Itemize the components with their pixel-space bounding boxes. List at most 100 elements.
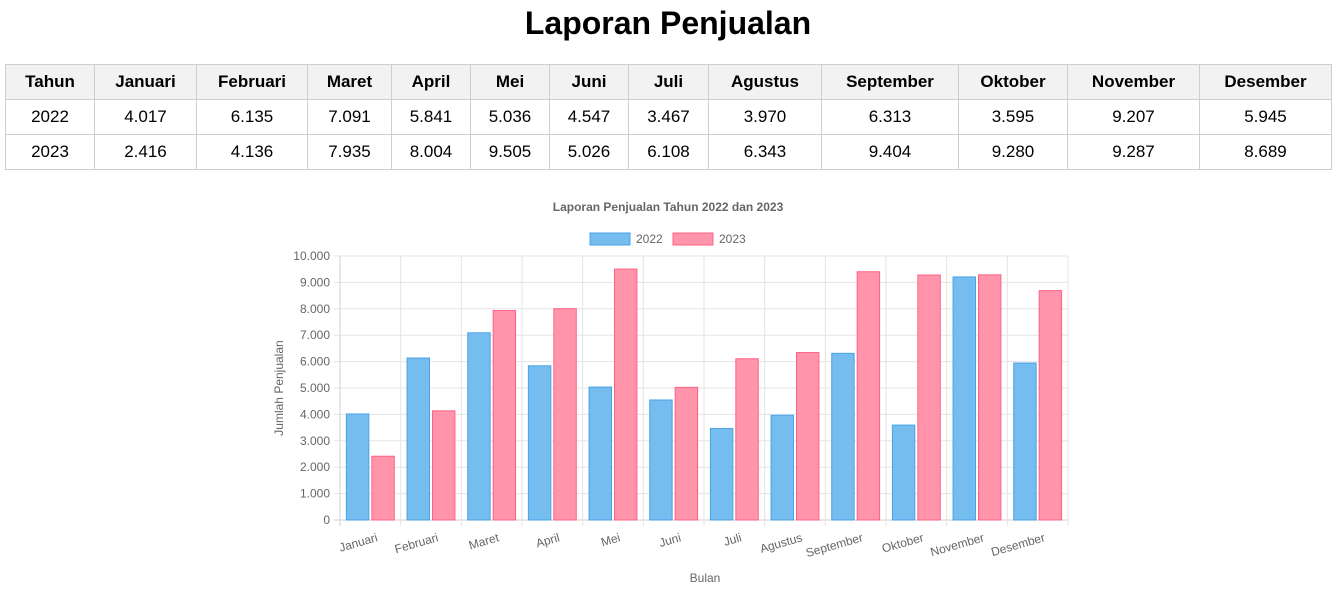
table-cell: 3.595: [958, 99, 1068, 135]
x-tick-label: September: [804, 530, 864, 560]
y-axis-ticks: 0 1.000 2.000 3.000 4.000 5.000 6.000 7.000 8.00…: [293, 249, 330, 527]
legend-label-2023: 2023: [719, 232, 746, 246]
y-tick-label: 10.000: [293, 249, 330, 263]
legend-swatch-2023: [672, 232, 714, 246]
x-tick-label: Juli: [722, 530, 743, 548]
table-header-row: Tahun Januari Februari Maret April Mei J…: [5, 64, 1332, 100]
y-tick-label: 8.000: [300, 302, 330, 316]
table-cell: 8.004: [391, 134, 471, 170]
y-tick-label: 1.000: [300, 487, 330, 501]
table-header-cell: Juni: [549, 64, 629, 100]
table-header-cell: Oktober: [958, 64, 1068, 100]
table-cell: 3.970: [708, 99, 822, 135]
table-cell: 9.404: [821, 134, 959, 170]
chart-gridlines: [334, 255, 1069, 526]
legend-label-2022: 2022: [636, 232, 663, 246]
x-tick-label: Juni: [657, 530, 682, 550]
table-cell: 2022: [5, 99, 95, 135]
bar-2022-oktober: [891, 424, 916, 521]
x-tick-label: Januari: [337, 530, 379, 554]
bar-2023-agustus: [796, 352, 820, 521]
y-tick-label: 9.000: [300, 275, 330, 289]
bar-2023-juli: [735, 358, 759, 521]
x-tick-label: November: [929, 530, 986, 559]
bar-2022-maret: [467, 332, 491, 521]
page-title: Laporan Penjualan: [524, 5, 812, 41]
bar-2023-september: [856, 271, 881, 521]
table-cell: 5.841: [391, 99, 471, 135]
bar-2022-agustus: [770, 414, 795, 521]
x-tick-label: Mei: [599, 530, 621, 549]
table-cell: 8.689: [1199, 134, 1332, 170]
y-tick-label: 6.000: [300, 355, 330, 369]
table-cell: 7.935: [307, 134, 392, 170]
table-cell: 5.026: [549, 134, 629, 170]
table-cell: 5.945: [1199, 99, 1332, 135]
table-cell: 3.467: [628, 99, 709, 135]
table-header-cell: Februari: [196, 64, 308, 100]
bar-2023-april: [553, 308, 577, 521]
bar-2023-juni: [674, 386, 699, 521]
table-cell: 2.416: [94, 134, 197, 170]
legend-swatch-2022: [589, 232, 631, 246]
table-header-cell: Maret: [307, 64, 392, 100]
bar-2022-februari: [406, 357, 431, 521]
bar-2022-desember: [1013, 362, 1037, 521]
table-cell: 6.343: [708, 134, 822, 170]
bar-2022-juni: [649, 399, 673, 521]
bar-2023-februari: [432, 410, 456, 521]
bar-2023-maret: [492, 310, 517, 521]
table-header-cell: September: [821, 64, 959, 100]
bar-2022-april: [527, 365, 552, 521]
sales-table: Tahun Januari Februari Maret April Mei J…: [5, 64, 1332, 170]
y-tick-label: 4.000: [300, 407, 330, 421]
x-axis-label: Bulan: [690, 571, 721, 585]
table-cell: 9.280: [958, 134, 1068, 170]
bar-2022-november: [952, 276, 977, 521]
x-axis-ticks: Januari Februari Maret April Mei Juni Juli Agus…: [337, 530, 1046, 560]
bar-2022-januari: [345, 413, 370, 521]
x-tick-label: Maret: [467, 530, 501, 552]
table-cell: 6.313: [821, 99, 959, 135]
chart-bars: [345, 268, 1063, 521]
y-tick-label: 7.000: [300, 328, 330, 342]
y-tick-label: 2.000: [300, 460, 330, 474]
bar-2022-mei: [588, 386, 613, 521]
y-tick-label: 3.000: [300, 434, 330, 448]
chart-title: Laporan Penjualan Tahun 2022 dan 2023: [553, 200, 784, 214]
y-tick-label: 0: [323, 513, 330, 527]
bar-2023-oktober: [917, 274, 941, 521]
x-tick-label: Desember: [989, 530, 1046, 559]
x-tick-label: Agustus: [758, 530, 804, 555]
table-header-cell: Agustus: [708, 64, 822, 100]
table-header-cell: Desember: [1199, 64, 1332, 100]
x-tick-label: Oktober: [880, 530, 925, 555]
bar-2022-juli: [709, 427, 734, 521]
bar-2023-mei: [614, 268, 638, 521]
table-header-cell: Mei: [470, 64, 550, 100]
table-header-cell: April: [391, 64, 471, 100]
table-cell: 7.091: [307, 99, 392, 135]
table-cell: 4.017: [94, 99, 197, 135]
table-cell: 6.108: [628, 134, 709, 170]
table-cell: 9.207: [1067, 99, 1200, 135]
table-cell: 4.547: [549, 99, 629, 135]
table-cell: 5.036: [470, 99, 550, 135]
table-header-cell: November: [1067, 64, 1200, 100]
table-header-cell: Tahun: [5, 64, 95, 100]
x-tick-label: Februari: [393, 530, 440, 556]
table-cell: 9.505: [470, 134, 550, 170]
x-tick-label: April: [534, 530, 561, 550]
bar-2023-desember: [1038, 290, 1063, 521]
sales-bar-chart: Laporan Penjualan Tahun 2022 dan 2023 20…: [272, 200, 1069, 585]
table-cell: 2023: [5, 134, 95, 170]
bar-2023-januari: [371, 455, 395, 521]
y-tick-label: 5.000: [300, 381, 330, 395]
chart-legend: 2022 2023: [589, 232, 746, 246]
y-axis-label: Jumlah Penjualan: [272, 340, 286, 435]
table-row: 2023 2.416 4.136 7.935 8.004 9.505 5.026…: [5, 134, 1332, 170]
bar-2022-september: [831, 352, 855, 521]
table-header-cell: Januari: [94, 64, 197, 100]
table-row: 2022 4.017 6.135 7.091 5.841 5.036 4.547…: [5, 99, 1332, 135]
table-cell: 9.287: [1067, 134, 1200, 170]
